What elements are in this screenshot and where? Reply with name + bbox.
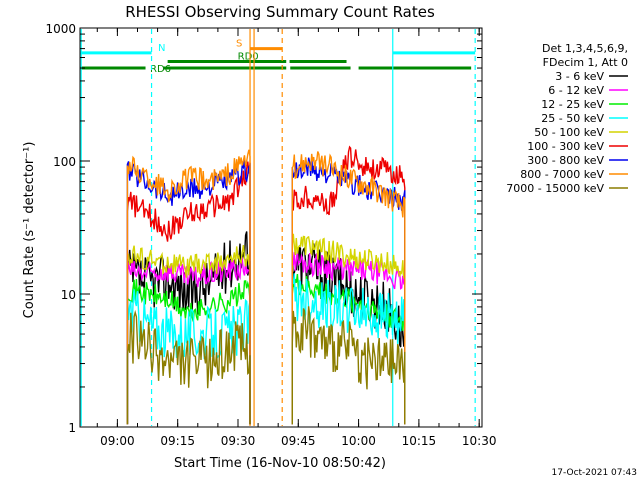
legend-entry-label: 300 - 800 keV <box>527 154 604 167</box>
y-axis-label: Count Rate (s⁻¹ detector⁻¹) <box>22 142 37 319</box>
flag-label-s: S <box>236 39 242 50</box>
x-tick-label: 09:00 <box>100 434 135 448</box>
legend-entry-label: 12 - 25 keV <box>541 98 604 111</box>
chart-title: RHESSI Observing Summary Count Rates <box>125 3 435 21</box>
x-tick-label: 09:30 <box>221 434 256 448</box>
x-tick-label: 10:00 <box>341 434 376 448</box>
series-line <box>291 151 406 425</box>
legend-entry-label: 800 - 7000 keV <box>520 168 604 181</box>
series-line <box>126 161 251 425</box>
footer-timestamp: 17-Oct-2021 07:43 <box>552 468 637 478</box>
series-line <box>291 251 406 425</box>
x-tick-label: 09:45 <box>281 434 316 448</box>
series-line <box>291 145 406 425</box>
series-line <box>291 306 406 425</box>
y-axis-ticks: 1 10 100 1000 <box>45 22 482 435</box>
x-axis-ticks: 09:00 09:15 09:30 09:45 10:00 10:15 10:30 <box>96 28 497 448</box>
series-line <box>291 233 406 425</box>
series-line <box>126 244 251 425</box>
y-tick-label: 1000 <box>45 22 76 36</box>
x-tick-label: 09:15 <box>160 434 195 448</box>
legend-entry-label: 6 - 12 keV <box>548 84 604 97</box>
x-axis-label: Start Time (16-Nov-10 08:50:42) <box>174 456 386 471</box>
flag-label-rd6: RD6 <box>150 64 171 75</box>
flag-label-n: N <box>158 43 165 54</box>
y-tick-label: 100 <box>53 155 76 169</box>
legend: Det 1,3,4,5,6,9, FDecim 1, Att 0 3 - 6 k… <box>506 42 628 195</box>
flag-label-rd0: RD0 <box>238 51 259 62</box>
legend-entry-label: 3 - 6 keV <box>555 70 604 83</box>
legend-entry-label: 25 - 50 keV <box>541 112 604 125</box>
legend-header-line-1: Det 1,3,4,5,6,9, <box>542 42 628 55</box>
series-lines <box>126 145 406 425</box>
x-tick-label: 10:15 <box>402 434 437 448</box>
y-tick-label: 1 <box>68 421 76 435</box>
series-line <box>126 257 251 425</box>
vertical-markers <box>80 29 476 426</box>
legend-entry-label: 50 - 100 keV <box>534 126 604 139</box>
series-line <box>126 278 251 425</box>
legend-entry-label: 100 - 300 keV <box>527 140 604 153</box>
series-line <box>126 159 251 425</box>
series-line <box>126 289 251 425</box>
series-line <box>126 149 251 425</box>
legend-entry-label: 7000 - 15000 keV <box>506 182 604 195</box>
y-tick-label: 10 <box>61 288 76 302</box>
legend-header-line-2: FDecim 1, Att 0 <box>543 56 628 69</box>
series-line <box>126 309 251 425</box>
x-tick-label: 10:30 <box>462 434 497 448</box>
plot-frame <box>79 27 483 428</box>
series-line <box>291 274 406 425</box>
